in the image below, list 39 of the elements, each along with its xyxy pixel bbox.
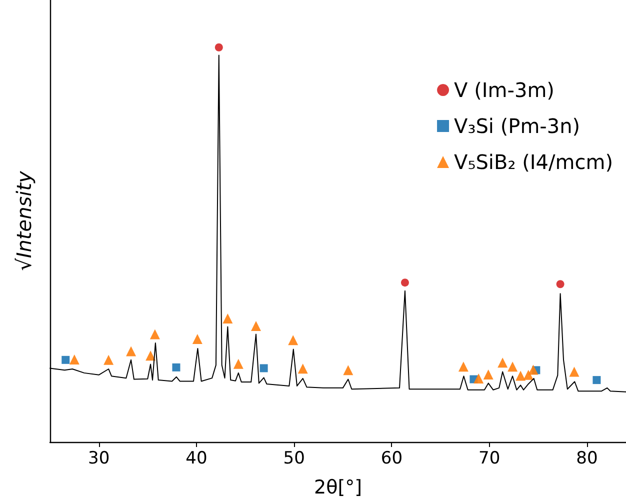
point [146,350,156,361]
x-tick-label: 50 [283,448,305,468]
point [508,362,518,372]
y-axis-title: √Intensity [12,170,36,271]
point [516,370,526,381]
point [556,280,564,288]
point [458,362,468,372]
legend-label: V₃Si (Pm-3n) [454,114,580,138]
point [498,358,508,368]
point [126,346,136,356]
point [400,278,409,287]
point [250,320,261,331]
point [214,43,223,52]
point [69,354,80,365]
legend-label: V₅SiB₂ (I4/mcm) [454,150,614,174]
point [150,329,160,340]
point [343,365,354,376]
point [233,358,244,369]
legend-label: V (Im-3m) [454,78,554,102]
point [192,334,202,344]
point [172,363,180,372]
point [260,364,268,372]
x-tick-label: 40 [186,448,208,468]
x-tick-label: 60 [380,448,403,468]
point [298,364,308,374]
point [288,335,298,346]
x-axis-title: 2θ[°] [314,476,362,498]
point [528,364,538,375]
point [483,370,494,380]
point [104,354,114,365]
x-tick-label: 80 [576,448,598,468]
point [222,313,233,324]
x-tick-label: 30 [88,448,110,468]
point [592,376,601,384]
point [62,356,70,364]
point [569,366,580,377]
point [474,373,484,384]
x-tick-label: 70 [478,448,500,468]
point [523,370,534,380]
